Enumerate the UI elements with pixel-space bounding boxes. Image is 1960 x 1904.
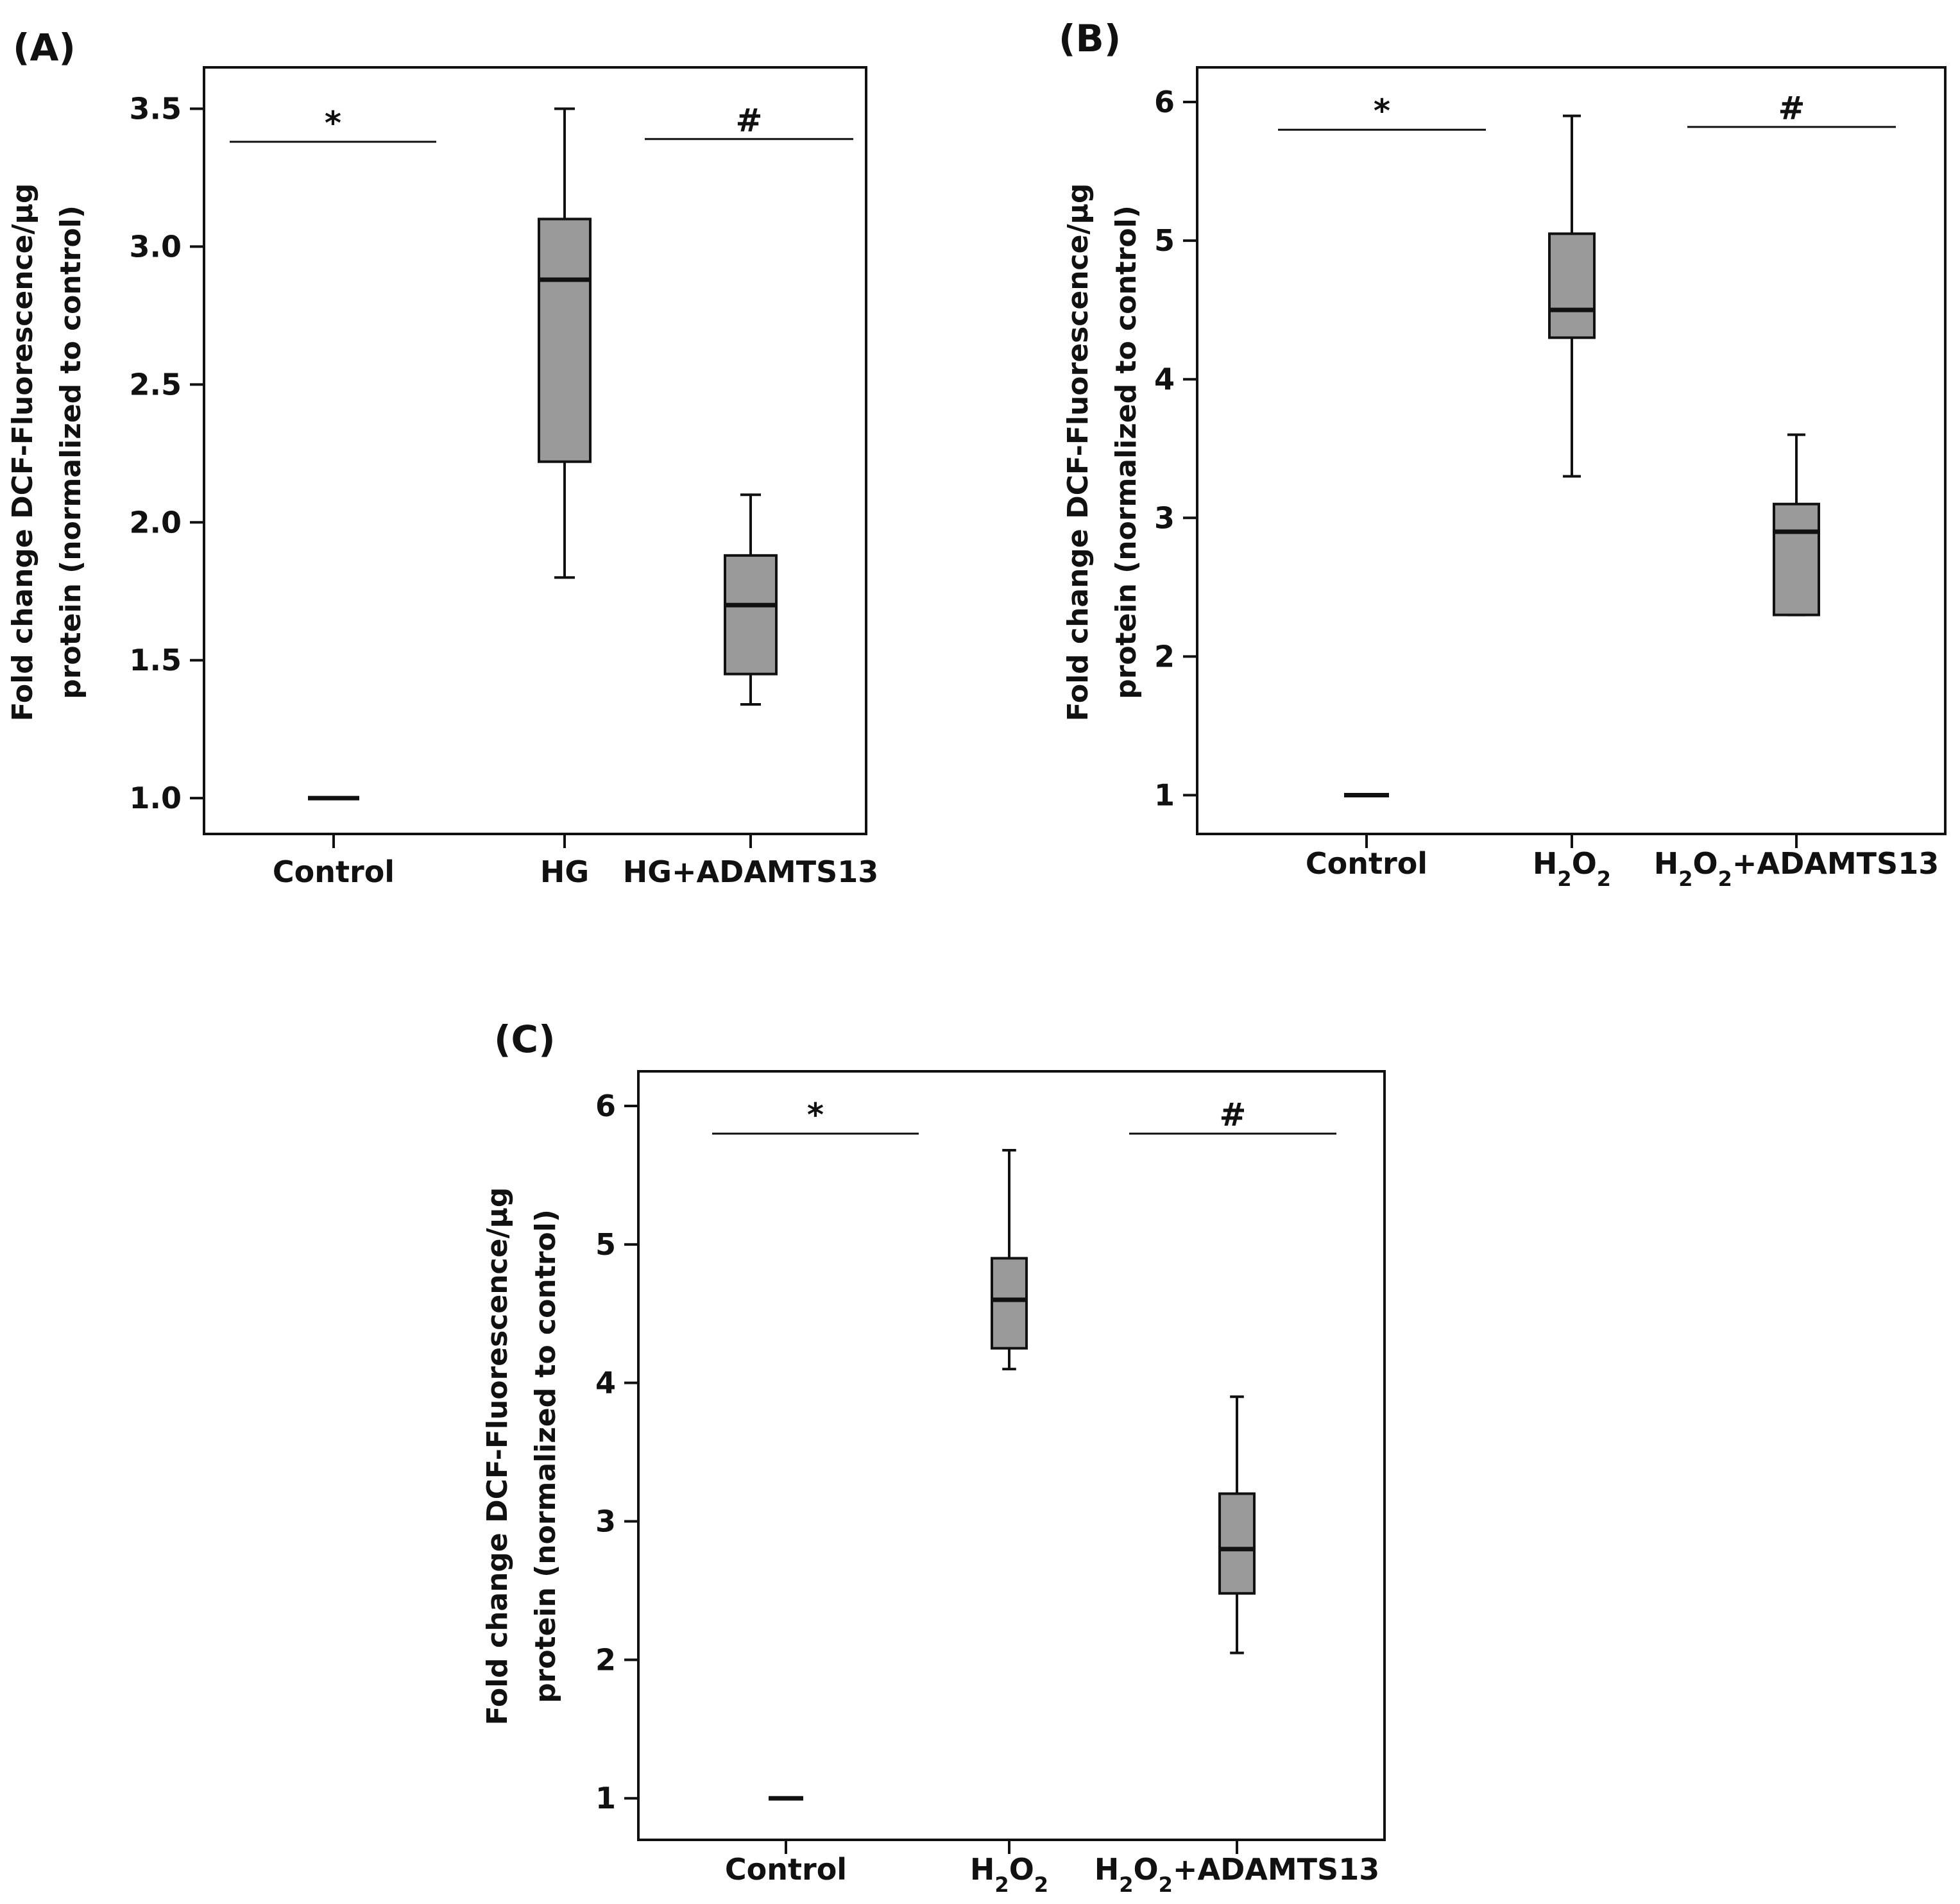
panel-c: (C) 1 2 3 4 5 6 Fold change DCF-Fluorescence/µg… — [481, 1017, 1386, 1897]
y-tick-label: 6 — [595, 1089, 616, 1123]
box-1 — [1548, 114, 1596, 478]
y-tick-label: 2 — [1154, 639, 1175, 674]
y-tick-label: 1 — [595, 1781, 616, 1815]
y-tick-label: 1.5 — [130, 643, 182, 677]
y-tick-label: 2.0 — [130, 505, 182, 540]
x-category-label: Control — [1306, 846, 1427, 881]
box-1 — [991, 1149, 1028, 1371]
y-tick-label: 2.5 — [130, 367, 182, 402]
significance-marker: # — [1220, 1096, 1247, 1134]
x-category-label: H2O2+ADAMTS13 — [1654, 846, 1939, 891]
y-tick-label: 3 — [595, 1504, 616, 1539]
y-axis-label: Fold change DCF-Fluorescence/µg — [1062, 183, 1095, 722]
panel-label: (A) — [13, 26, 76, 69]
box-iqr — [538, 217, 592, 463]
y-tick-label: 1 — [1154, 778, 1175, 812]
significance-marker: # — [736, 102, 763, 139]
box-2 — [1773, 433, 1820, 616]
y-axis-label: protein (normalized to control) — [529, 1209, 562, 1703]
significance-marker: * — [1374, 92, 1390, 130]
y-axis-label: Fold change DCF-Fluorescence/µg — [6, 183, 39, 722]
x-category-label: H2O2 — [1533, 846, 1611, 891]
y-tick-label: 5 — [595, 1227, 616, 1262]
box-2 — [724, 493, 778, 706]
panel-a: (A) 1.0 1.5 2.0 2.5 3.0 3.5 Fold change DCF-Flu… — [6, 26, 878, 889]
y-tick-label: 4 — [1154, 362, 1175, 396]
box-iqr — [1218, 1492, 1256, 1595]
significance-marker: # — [1778, 90, 1805, 127]
significance-marker: * — [325, 105, 341, 142]
y-tick-label: 6 — [1154, 85, 1175, 119]
plot-frame — [203, 66, 867, 835]
y-tick-label: 3.0 — [130, 229, 182, 264]
y-tick-label: 3.5 — [130, 91, 182, 126]
y-axis-label: protein (normalized to control) — [55, 205, 87, 699]
x-category-label: H2O2+ADAMTS13 — [1095, 1852, 1379, 1897]
panel-label: (B) — [1059, 17, 1121, 60]
x-category-label: HG+ADAMTS13 — [623, 854, 878, 889]
box-2 — [1218, 1395, 1256, 1654]
box-iqr — [991, 1257, 1028, 1350]
box-iqr — [1548, 232, 1596, 339]
y-tick-label: 2 — [595, 1642, 616, 1677]
y-tick-label: 1.0 — [130, 781, 182, 815]
x-category-label: HG — [540, 854, 589, 889]
y-tick-label: 5 — [1154, 223, 1175, 258]
x-category-label: Control — [725, 1852, 847, 1887]
box-1 — [538, 107, 592, 579]
box-iqr — [724, 554, 778, 676]
box-iqr — [1773, 502, 1820, 616]
panel-b: (B) 1 2 3 4 5 6 Fold change DCF-Fluorescence/µg… — [1059, 17, 1947, 891]
y-tick-label: 4 — [595, 1366, 616, 1400]
panel-label: (C) — [494, 1017, 556, 1061]
significance-marker: * — [807, 1096, 824, 1134]
y-axis-label: protein (normalized to control) — [1110, 205, 1143, 699]
x-category-label: Control — [273, 854, 395, 889]
y-axis-label: Fold change DCF-Fluorescence/µg — [481, 1187, 514, 1726]
y-tick-label: 3 — [1154, 500, 1175, 535]
x-category-label: H2O2 — [970, 1852, 1048, 1897]
plot-frame — [637, 1070, 1386, 1841]
